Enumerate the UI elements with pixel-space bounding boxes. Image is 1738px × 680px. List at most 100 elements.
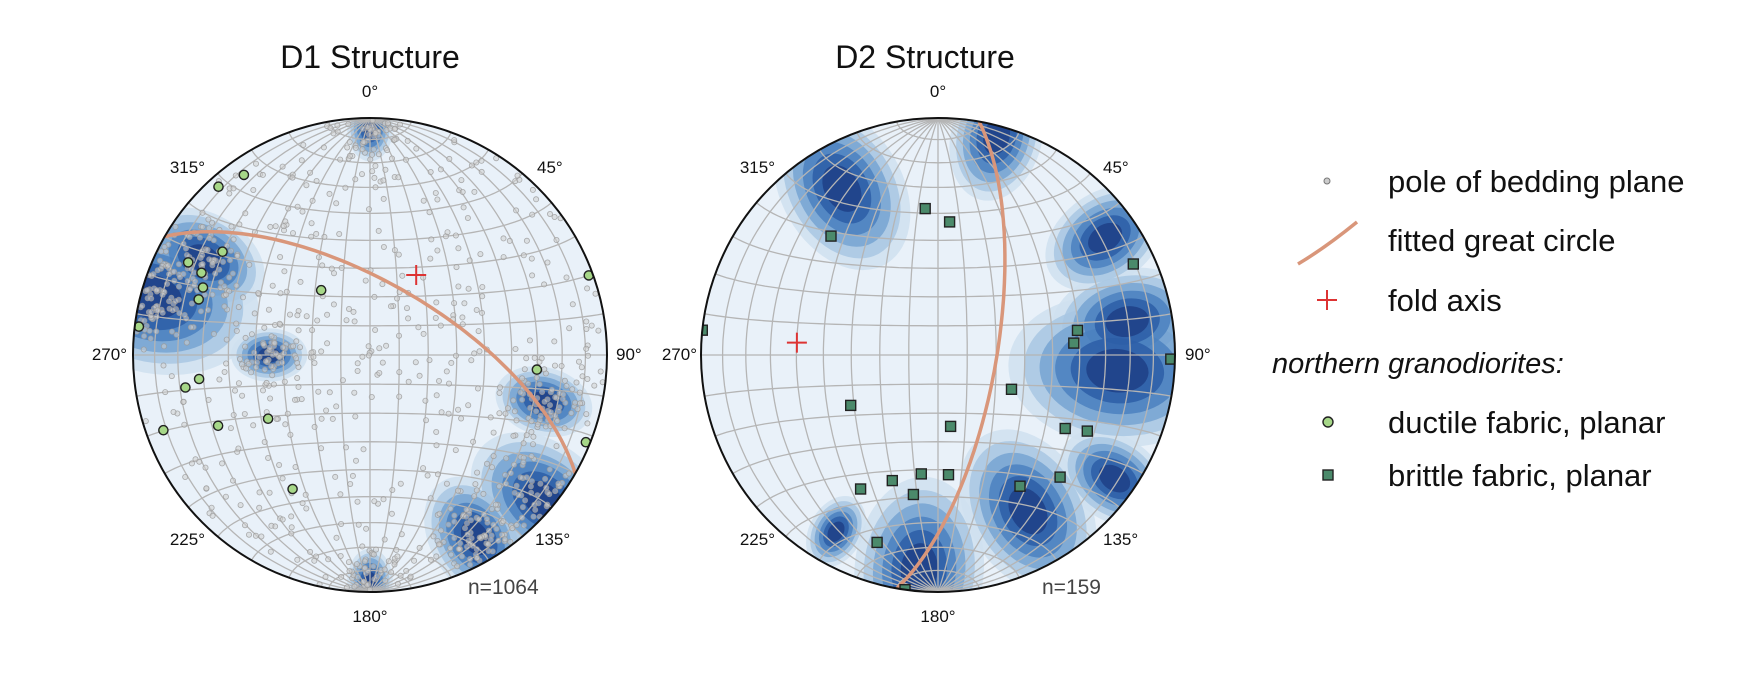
bedding-pole	[532, 506, 539, 513]
bedding-pole	[205, 216, 212, 223]
bedding-pole	[208, 504, 215, 511]
bedding-pole	[172, 223, 179, 230]
bedding-pole	[477, 251, 484, 258]
bedding-pole	[299, 500, 306, 507]
bedding-pole	[382, 577, 389, 584]
bedding-pole	[180, 398, 187, 405]
bedding-pole	[289, 230, 296, 237]
bedding-pole	[253, 364, 260, 371]
bedding-pole	[509, 525, 516, 532]
brittle-fabric-pole	[919, 202, 931, 215]
brittle-fabric-pole	[854, 483, 867, 495]
bedding-pole	[584, 420, 591, 427]
bedding-pole	[345, 559, 352, 566]
bedding-pole	[473, 546, 480, 553]
bedding-pole	[490, 429, 497, 436]
bedding-pole	[527, 404, 534, 411]
bedding-pole	[336, 230, 343, 237]
bedding-pole	[488, 464, 495, 471]
bedding-pole	[468, 357, 475, 364]
bedding-pole	[267, 395, 274, 402]
bedding-pole	[251, 349, 258, 356]
brittle-fabric-pole	[942, 469, 955, 481]
bedding-pole	[229, 477, 236, 484]
ductile-fabric-pole	[197, 282, 209, 293]
bedding-pole	[141, 317, 148, 324]
bedding-pole	[542, 475, 549, 482]
bedding-pole	[248, 331, 255, 338]
ductile-fabric-pole	[315, 284, 327, 296]
bedding-pole	[318, 348, 325, 355]
brittle-fabric-pole	[944, 420, 957, 433]
bedding-pole	[548, 386, 555, 393]
bedding-pole	[481, 511, 488, 518]
stereonet-d2-grid	[701, 118, 1175, 592]
bedding-pole	[171, 277, 178, 284]
bedding-pole	[455, 406, 462, 413]
bedding-pole	[234, 252, 241, 259]
bedding-pole	[242, 334, 249, 341]
bedding-pole	[561, 377, 568, 384]
bedding-pole	[493, 155, 500, 162]
bedding-pole	[434, 196, 441, 203]
stereonet-d1-fitted-great-circle	[164, 229, 577, 475]
bedding-pole	[584, 375, 591, 382]
ductile-fabric-pole	[212, 420, 224, 432]
bedding-pole	[526, 337, 533, 344]
bedding-pole	[388, 510, 395, 517]
bedding-pole	[385, 558, 392, 565]
bedding-pole	[279, 475, 286, 482]
bedding-pole	[241, 522, 248, 529]
bedding-pole	[202, 464, 209, 471]
bedding-pole	[445, 380, 452, 387]
brittle-fabric-pole	[1165, 353, 1175, 365]
bedding-pole	[404, 137, 411, 144]
bedding-pole	[433, 428, 440, 435]
bedding-pole	[226, 257, 233, 264]
bedding-pole	[371, 293, 378, 300]
bedding-pole	[283, 288, 290, 295]
stereonet-d1-ductile-fabric-poles	[133, 169, 595, 495]
bedding-pole	[347, 480, 354, 487]
bedding-pole	[176, 310, 183, 317]
bedding-pole	[324, 340, 331, 347]
stereonet-d1-primitive-circle	[132, 117, 608, 593]
bedding-pole	[453, 264, 460, 271]
bedding-pole	[478, 168, 485, 175]
bedding-pole	[391, 561, 398, 568]
bedding-pole	[270, 381, 277, 388]
bedding-pole	[520, 440, 527, 447]
bedding-pole	[379, 359, 386, 366]
bedding-pole	[272, 223, 279, 230]
bedding-pole	[165, 262, 172, 269]
bedding-pole	[144, 287, 151, 294]
bedding-pole	[455, 546, 462, 553]
bedding-pole	[384, 120, 391, 127]
bedding-pole	[175, 261, 182, 268]
bedding-pole	[563, 274, 570, 281]
bedding-pole	[411, 557, 418, 564]
bedding-pole	[566, 325, 573, 332]
bedding-pole	[352, 413, 359, 420]
bedding-pole	[333, 200, 340, 207]
bedding-pole	[256, 489, 263, 496]
bedding-pole	[573, 379, 580, 386]
bedding-pole	[394, 553, 401, 560]
bedding-pole	[541, 366, 548, 373]
brittle-fabric-pole	[907, 488, 920, 501]
bedding-pole	[236, 355, 243, 362]
bedding-pole	[500, 235, 507, 242]
bedding-pole	[288, 524, 295, 531]
bedding-pole	[487, 536, 494, 543]
bedding-pole	[388, 155, 395, 162]
d2-dir-180: 180°	[920, 607, 955, 626]
bedding-pole	[403, 567, 410, 574]
bedding-pole	[337, 491, 344, 498]
bedding-pole	[359, 353, 366, 360]
bedding-pole	[326, 389, 333, 396]
bedding-pole	[159, 309, 166, 316]
bedding-pole	[254, 359, 261, 366]
bedding-pole	[496, 384, 503, 391]
bedding-pole	[219, 460, 226, 467]
bedding-pole	[533, 374, 540, 381]
